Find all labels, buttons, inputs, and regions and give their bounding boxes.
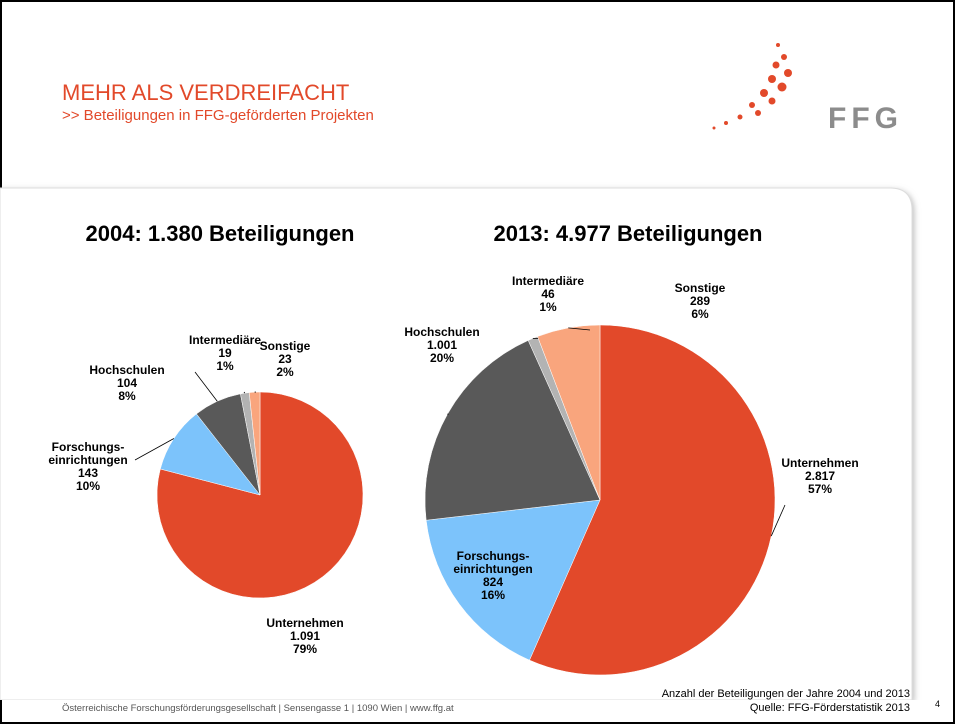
leader-line <box>568 327 591 331</box>
chart-title: 2013: 4.977 Beteiligungen <box>493 221 763 246</box>
slide-title: MEHR ALS VERDREIFACHT <box>62 80 350 105</box>
slice-value: 46 <box>541 287 555 301</box>
logo-text: FFG <box>828 102 903 135</box>
slice-value: 19 <box>218 346 232 360</box>
slice-percent: 16% <box>480 588 506 602</box>
slice-percent: 10% <box>75 479 101 493</box>
leader-line <box>243 391 246 394</box>
footer-address: Österreichische Forschungsförderungsgese… <box>62 703 454 714</box>
slice-value: 289 <box>689 294 711 308</box>
slice-percent: 79% <box>292 642 318 656</box>
leader-line <box>770 504 786 537</box>
slice-value: 1.001 <box>426 338 458 352</box>
leader-line <box>194 371 218 402</box>
slice-value: 824 <box>482 575 504 589</box>
slice-value: 104 <box>116 376 138 390</box>
logo: FFG <box>712 43 903 135</box>
page-number: 4 <box>935 699 941 709</box>
slice-percent: 6% <box>691 307 709 321</box>
slice-category: Unternehmen <box>266 616 344 630</box>
pie-slice <box>156 391 364 599</box>
footer-source: Quelle: FFG-Förderstatistik 2013 <box>749 702 910 714</box>
slice-category: Hochschulen <box>89 363 165 377</box>
slice-category: Forschungs- einrichtungen <box>453 549 533 576</box>
slice-percent: 1% <box>216 359 234 373</box>
slice-category: Intermediäre <box>188 333 262 347</box>
slice-category: Sonstige <box>259 339 311 353</box>
slide-subtitle: >> Beteiligungen in FFG-geförderten Proj… <box>62 107 374 124</box>
slice-category: Hochschulen <box>404 325 480 339</box>
slice-percent: 20% <box>429 351 455 365</box>
chart-title: 2004: 1.380 Beteiligungen <box>85 221 355 246</box>
slice-category: Unternehmen <box>781 456 859 470</box>
pie-slice <box>529 324 776 676</box>
slice-percent: 57% <box>807 482 833 496</box>
slice-category: Sonstige <box>674 281 726 295</box>
slice-value: 2.817 <box>804 469 836 483</box>
slice-value: 23 <box>278 352 292 366</box>
leader-line <box>134 438 175 461</box>
slice-value: 143 <box>77 466 99 480</box>
footer-note: Anzahl der Beteiligungen der Jahre 2004 … <box>661 688 910 700</box>
slice-percent: 2% <box>276 365 294 379</box>
pie-slice <box>425 499 601 661</box>
slice-value: 1.091 <box>289 629 321 643</box>
slice-category: Forschungs- einrichtungen <box>48 440 128 467</box>
slice-category: Intermediäre <box>511 274 585 288</box>
slice-percent: 1% <box>539 300 557 314</box>
slice-percent: 8% <box>118 389 136 403</box>
